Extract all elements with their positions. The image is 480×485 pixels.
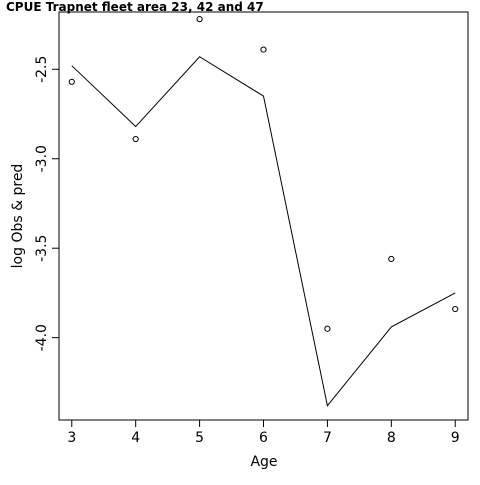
x-axis-title: Age (250, 454, 277, 470)
predicted-line (71, 56, 456, 407)
y-tick-label: -2.5 (34, 56, 50, 83)
x-tick-label: 8 (387, 430, 396, 446)
x-tick-label: 6 (259, 430, 268, 446)
observed-point (260, 46, 267, 53)
observed-point (132, 135, 139, 143)
plot-frame (58, 11, 469, 421)
observed-point (196, 16, 203, 23)
observed-point (452, 305, 459, 313)
y-tick-label: -3.0 (34, 145, 50, 172)
chart-title: CPUE Trapnet fleet area 23, 42 and 47 (6, 0, 264, 14)
observed-series (68, 16, 459, 332)
observed-point (68, 78, 75, 85)
predicted-series (71, 56, 456, 407)
x-tick-label: 9 (451, 430, 460, 446)
x-tick-label: 4 (131, 430, 140, 446)
y-axis-title: log Obs & pred (10, 164, 26, 269)
y-tick-label: -3.5 (34, 235, 50, 262)
x-axis: 3 4 5 6 7 8 9 (67, 419, 460, 446)
observed-point (388, 255, 395, 263)
x-tick-label: 7 (323, 430, 332, 446)
observed-point (324, 325, 331, 332)
y-axis: -2.5 -3.0 -3.5 -4.0 (34, 56, 60, 351)
x-tick-label: 3 (67, 430, 76, 446)
y-tick-label: -4.0 (34, 324, 50, 351)
x-tick-label: 5 (195, 430, 204, 446)
